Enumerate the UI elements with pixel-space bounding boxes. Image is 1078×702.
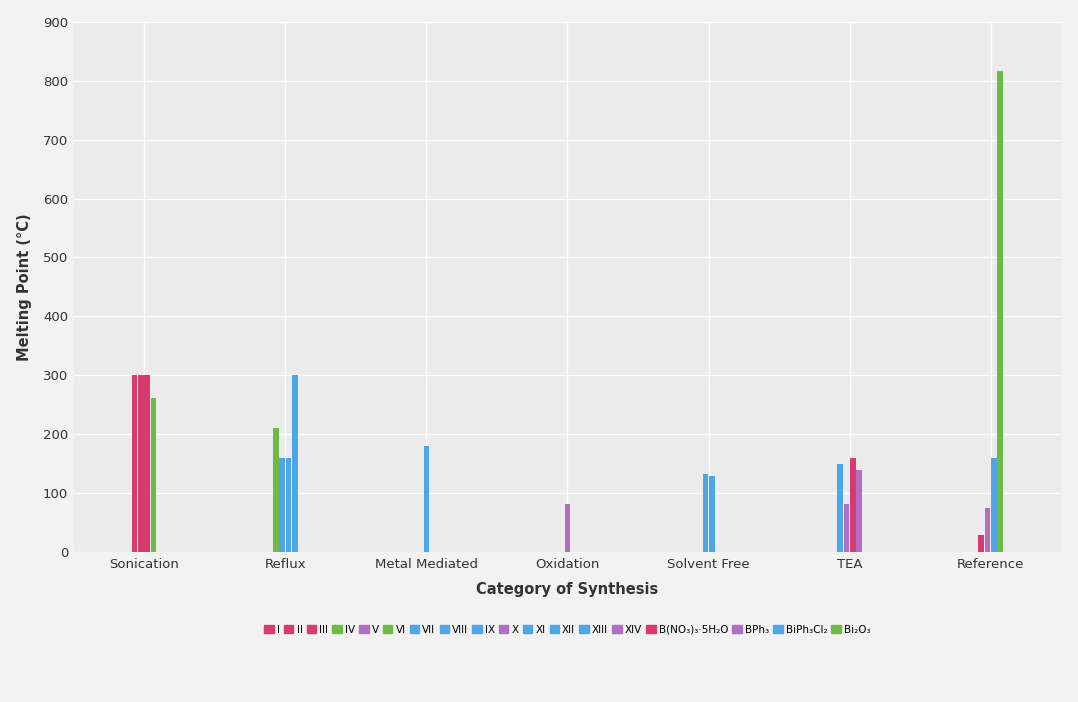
- Bar: [292, 376, 298, 552]
- Bar: [279, 458, 285, 552]
- Bar: [703, 474, 708, 552]
- Bar: [151, 398, 156, 552]
- Bar: [709, 475, 715, 552]
- Y-axis label: Melting Point (°C): Melting Point (°C): [16, 213, 31, 361]
- Bar: [565, 504, 570, 552]
- Bar: [991, 458, 997, 552]
- Bar: [856, 470, 862, 552]
- Bar: [985, 508, 991, 552]
- Bar: [286, 458, 291, 552]
- Bar: [424, 446, 429, 552]
- Bar: [851, 458, 856, 552]
- Bar: [838, 464, 843, 552]
- Bar: [138, 376, 143, 552]
- Bar: [132, 376, 137, 552]
- Bar: [144, 376, 150, 552]
- Bar: [273, 428, 278, 552]
- X-axis label: Category of Synthesis: Category of Synthesis: [476, 582, 659, 597]
- Bar: [844, 504, 849, 552]
- Bar: [997, 71, 1004, 552]
- Legend: I, II, III, IV, V, VI, VII, VIII, IX, X, XI, XII, XIII, XIV, B(NO₃)₃·5H₂O, BPh₃,: I, II, III, IV, V, VI, VII, VIII, IX, X,…: [264, 625, 871, 635]
- Bar: [979, 534, 984, 552]
